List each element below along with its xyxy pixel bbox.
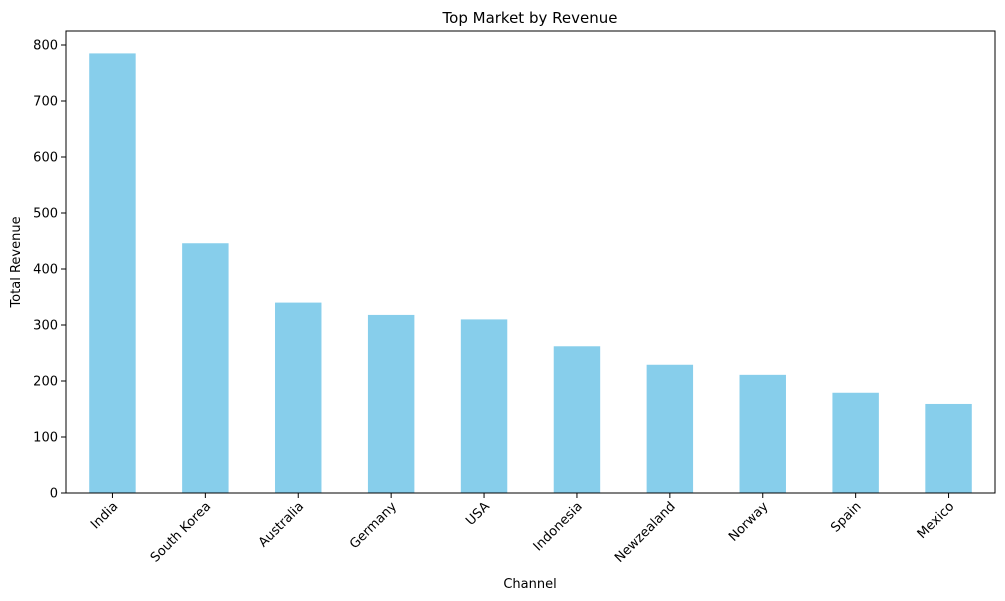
x-tick-label: Norway xyxy=(726,499,772,545)
y-tick-label: 600 xyxy=(33,151,58,166)
x-tick-label: Newzealand xyxy=(612,499,679,566)
x-tick-label: Indonesia xyxy=(531,499,586,554)
x-tick-label: South Korea xyxy=(148,499,214,565)
bar-south-korea xyxy=(182,243,229,493)
chart-title: Top Market by Revenue xyxy=(442,9,618,27)
y-tick-label: 500 xyxy=(33,207,58,222)
y-tick-label: 700 xyxy=(33,95,58,110)
x-tick-label: Spain xyxy=(828,499,864,535)
y-tick-label: 200 xyxy=(33,375,58,390)
y-tick-label: 100 xyxy=(33,431,58,446)
y-tick-label: 300 xyxy=(33,319,58,334)
plot-frame xyxy=(65,30,996,494)
bar-spain xyxy=(832,392,879,493)
x-tick-label: Germany xyxy=(347,499,400,552)
y-tick-label: 0 xyxy=(50,487,58,502)
bar-india xyxy=(89,53,136,494)
x-axis-label: Channel xyxy=(503,577,556,592)
x-tick-label: Mexico xyxy=(915,499,958,542)
bar-usa xyxy=(460,319,508,493)
y-axis: 0 100 200 300 400 500 600 700 800 xyxy=(33,39,66,502)
y-axis-label: Total Revenue xyxy=(9,216,24,308)
bar-australia xyxy=(275,302,322,493)
bar-indonesia xyxy=(553,346,601,493)
x-tick-label: India xyxy=(88,499,121,532)
y-tick-label: 800 xyxy=(33,39,58,54)
bar-norway xyxy=(739,374,786,493)
bar-mexico xyxy=(925,403,972,493)
bar-newzealand xyxy=(646,364,694,493)
bars-layer xyxy=(89,53,972,494)
x-tick-label: Australia xyxy=(256,499,307,550)
bar-germany xyxy=(367,314,415,493)
y-tick-label: 400 xyxy=(33,263,58,278)
x-axis: India South Korea Australia Germany USA Indon… xyxy=(88,493,957,566)
x-tick-label: USA xyxy=(463,499,493,529)
